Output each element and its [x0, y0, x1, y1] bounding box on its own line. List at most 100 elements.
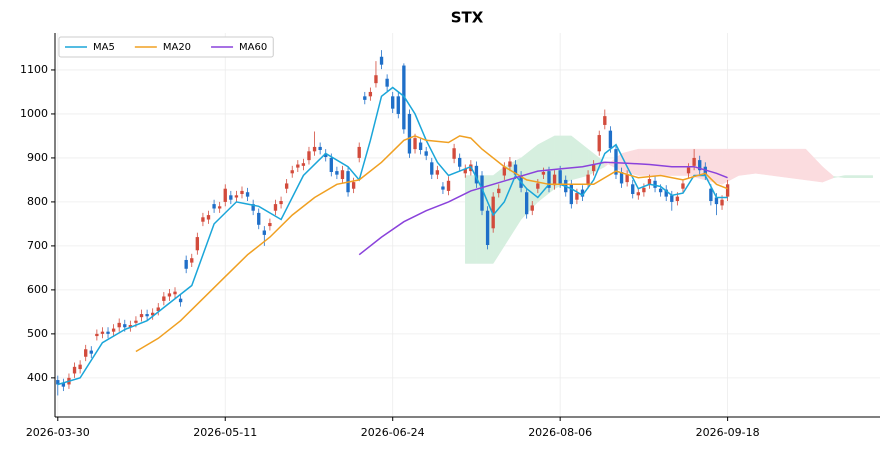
candle-body — [351, 182, 356, 189]
cloud-segment — [833, 175, 846, 179]
cloud-segment — [822, 166, 834, 183]
candle-body — [279, 201, 283, 205]
candle-body — [223, 188, 227, 202]
candle-body — [502, 166, 507, 176]
candle-body — [84, 349, 88, 357]
candle-body — [524, 192, 529, 215]
candle-body — [268, 223, 272, 227]
candle-body — [725, 184, 730, 197]
candle-body — [435, 170, 440, 175]
cloud-segment — [738, 148, 756, 176]
candle-body — [647, 179, 652, 185]
cloud-segment — [844, 175, 862, 178]
candle-body — [128, 325, 133, 328]
candle-body — [424, 151, 428, 156]
candle-body — [720, 199, 724, 206]
ma-line — [358, 161, 728, 256]
candle-body — [61, 383, 66, 387]
cloud-segment — [861, 175, 873, 178]
candle-body — [396, 96, 400, 114]
cloud-segment — [671, 148, 689, 176]
cloud-segment — [571, 135, 589, 181]
candle-body — [190, 258, 194, 263]
legend-label: MA60 — [239, 42, 267, 53]
candle-body — [418, 142, 423, 151]
candle-body — [290, 170, 294, 174]
candle-body — [709, 188, 713, 202]
candle-body — [251, 204, 255, 211]
candle-body — [229, 195, 233, 200]
candle-body — [329, 157, 333, 172]
candle-body — [257, 212, 261, 225]
candle-body — [324, 153, 328, 158]
cloud-segment — [465, 175, 477, 264]
y-tick-label: 700 — [27, 239, 48, 252]
candle-body — [178, 298, 183, 303]
legend-label: MA20 — [163, 42, 191, 53]
candle-body — [670, 195, 674, 202]
candle-body — [100, 331, 105, 334]
candle-body — [95, 333, 99, 337]
candle-body — [379, 56, 384, 65]
y-tick-label: 1100 — [20, 63, 48, 76]
candle-body — [318, 146, 322, 151]
candle-body — [240, 190, 244, 194]
candle-body — [340, 170, 345, 180]
cloud-segment — [554, 135, 572, 190]
candle-body — [307, 151, 311, 161]
candle-body — [569, 184, 573, 205]
candle-body — [368, 91, 373, 97]
y-tick-label: 1000 — [20, 107, 48, 120]
candle-body — [625, 174, 629, 183]
candle-body — [675, 196, 680, 202]
candle-body — [614, 149, 618, 175]
candle-body — [357, 146, 361, 158]
cloud-segment — [772, 148, 790, 178]
candle-body — [658, 188, 663, 193]
candle-body — [212, 204, 216, 209]
candle-body — [631, 184, 635, 194]
x-tick-label: 2026-09-18 — [696, 426, 760, 439]
candle-body — [452, 148, 456, 159]
candle-body — [56, 380, 60, 385]
chart-title: STX — [451, 9, 484, 27]
candle-body — [619, 171, 624, 184]
candle-body — [485, 210, 490, 246]
ma-line — [57, 86, 728, 386]
candle-body — [698, 160, 702, 171]
x-tick-label: 2026-08-06 — [528, 426, 592, 439]
candle-body — [134, 320, 138, 323]
candle-body — [591, 164, 596, 172]
candle-body — [575, 193, 579, 200]
y-tick-label: 400 — [27, 371, 48, 384]
candle-body — [681, 183, 685, 189]
candle-body — [217, 206, 222, 209]
y-tick-label: 600 — [27, 283, 48, 296]
candle-body — [78, 364, 82, 370]
cloud-segment — [721, 148, 740, 185]
cloud-segment — [788, 148, 807, 181]
candle-body — [312, 146, 317, 152]
candle-body — [703, 166, 707, 176]
candle-body — [686, 167, 691, 174]
candle-body — [497, 188, 501, 194]
x-tick-label: 2026-06-24 — [361, 426, 425, 439]
candle-body — [586, 174, 590, 185]
y-tick-label: 900 — [27, 151, 48, 164]
candle-body — [547, 171, 551, 188]
candle-body — [72, 366, 77, 374]
candle-body — [474, 165, 479, 184]
candle-body — [441, 186, 445, 190]
candle-body — [480, 175, 484, 211]
ma-line — [135, 135, 728, 353]
x-tick-label: 2026-05-11 — [193, 426, 257, 439]
candle-body — [714, 197, 719, 205]
cloud-segment — [755, 148, 773, 176]
candle-body — [530, 205, 534, 211]
candle-body — [446, 180, 451, 191]
candle-body — [167, 293, 172, 297]
candle-body — [284, 183, 289, 189]
candle-body — [335, 171, 339, 175]
candle-body — [117, 322, 121, 328]
candle-body — [374, 75, 378, 84]
